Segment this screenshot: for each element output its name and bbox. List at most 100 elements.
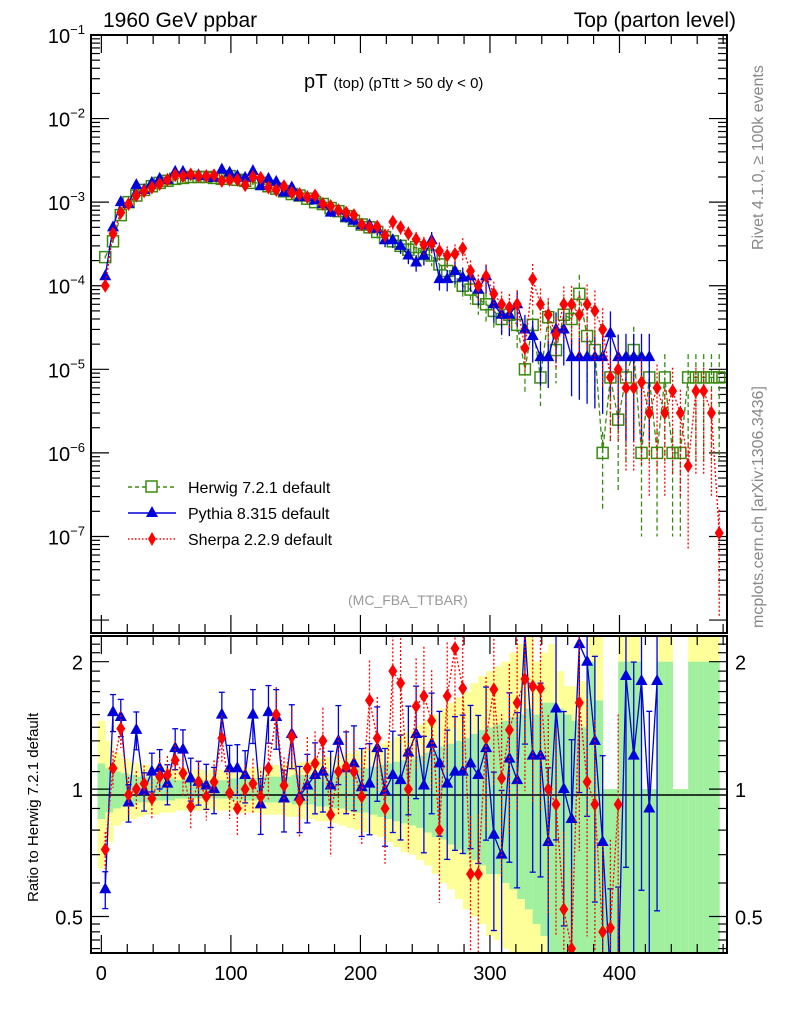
x-tick-label: 300 [473,963,506,985]
legend-label-sherpa: Sherpa 2.2.9 default [188,532,333,549]
inner-band-segment [322,773,332,807]
ratio-point-sherpa [543,782,553,797]
ratio-point-pythia [417,778,430,790]
ratio-point-sherpa [605,920,615,935]
data-point-sherpa [683,458,693,473]
ratio-y-tick-label-right: 1 [735,780,746,802]
main-frame [90,34,728,634]
y-tick-label: 10−1 [48,22,85,48]
ratio-point-pythia [379,783,392,795]
inner-band-segment [392,761,402,822]
data-point-sherpa [225,172,235,187]
y-tick-label: 10−3 [48,189,85,215]
data-point-sherpa [434,244,444,259]
inner-band-segment [680,789,689,953]
data-point-pythia [534,350,547,362]
legend-label-pythia: Pythia 8.315 default [188,506,330,523]
data-point-pythia [581,350,594,362]
x-tick-label: 200 [344,963,377,985]
inner-band-segment [369,766,378,815]
ratio-point-pythia [161,776,174,788]
ratio-point-pythia [99,882,112,894]
data-point-sherpa [178,169,188,184]
data-point-sherpa [699,384,709,399]
data-point-pythia [262,171,275,183]
inner-band-segment [493,724,503,875]
ratio-point-pythia [627,748,640,760]
series-line-pythia [104,168,650,358]
ratio-point-sherpa [497,771,507,786]
ratio-point-sherpa [341,759,351,774]
inner-band-segment [703,661,712,953]
data-point-sherpa [427,236,437,251]
ratio-point-sherpa [287,729,297,744]
main-y-tick-labels: 10−110−210−310−410−510−610−7 [48,22,85,549]
ratio-point-sherpa [217,731,227,746]
ratio-point-sherpa [450,641,460,656]
data-point-sherpa [209,168,219,183]
main-axis-ticks [91,34,727,633]
ratio-point-sherpa [194,774,204,789]
filled-triangle-icon [146,506,158,517]
y-tick-base: 10 [48,277,70,299]
data-point-sherpa [279,179,289,194]
data-point-pythia [386,233,399,245]
data-point-pythia [596,350,609,362]
ratio-point-pythia [394,773,407,785]
data-point-sherpa [543,307,553,322]
inner-band-segment [260,776,269,803]
data-point-sherpa [512,297,522,312]
data-point-sherpa [528,272,538,287]
data-point-sherpa [396,220,406,235]
ratio-point-sherpa [201,789,211,804]
ratio-point-pythia [231,761,244,773]
data-point-sherpa [310,188,320,203]
inner-band-segment [151,778,161,801]
ratio-point-sherpa [613,797,623,812]
ratio-frame [90,635,728,954]
ratio-point-sherpa [481,731,491,746]
data-point-pythia [635,350,648,362]
x-tick-label: 400 [603,963,636,985]
ratio-point-pythia [526,748,539,760]
inner-band-segment [594,700,604,953]
data-point-sherpa [357,217,367,232]
ratio-point-pythia [355,780,368,792]
ratio-point-pythia [262,705,275,717]
data-point-sherpa [240,178,250,193]
open-square-icon [145,480,158,493]
data-point-sherpa [706,406,716,421]
ratio-point-pythia [433,756,446,768]
inner-band-segment [602,789,611,953]
inner-band-segment [291,774,301,805]
data-point-sherpa [613,362,623,377]
ratio-y-tick-label-right: 2 [735,653,746,675]
inner-band-segment [633,661,643,953]
ratio-point-pythia [651,674,664,686]
y-tick-exponent: −7 [70,523,85,538]
inner-band-segment [625,661,635,953]
ratio-point-sherpa [302,761,312,776]
x-tick-label: 0 [96,963,107,985]
data-point-pythia [573,350,586,362]
data-point-sherpa [411,232,421,247]
data-point-sherpa [256,170,266,185]
ratio-y-tick-label-right: 0.5 [735,908,763,930]
data-point-sherpa [520,340,530,355]
data-point-sherpa [341,205,351,220]
ratio-point-sherpa [559,902,569,917]
ratio-point-sherpa [162,767,172,782]
inner-band-segment [470,733,479,860]
inner-band-segment [159,778,168,801]
data-point-sherpa [124,197,134,212]
inner-band-segment [113,771,122,809]
inner-band-segment [338,771,347,809]
y-tick-label: 10−4 [48,273,85,299]
ratio-point-pythia [176,742,189,754]
ratio-point-sherpa [403,782,413,797]
ratio-point-pythia [145,764,158,776]
inner-band-segment [711,661,720,953]
ratio-point-sherpa [116,721,126,736]
ratio-series [99,636,664,953]
ratio-point-sherpa [590,797,600,812]
